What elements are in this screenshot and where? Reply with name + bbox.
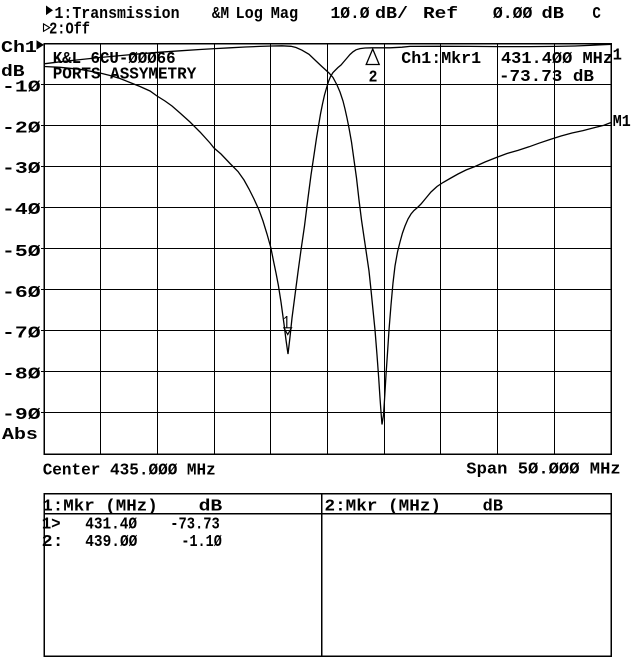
svg-text:1:Mkr (MHz): 1:Mkr (MHz) — [42, 497, 157, 516]
svg-text:-1.1Ø: -1.1Ø — [181, 532, 221, 551]
svg-text:-73.73: -73.73 — [170, 515, 220, 534]
svg-text:Mag: Mag — [271, 4, 298, 23]
svg-text:dB: dB — [1, 62, 25, 81]
svg-text:-5Ø: -5Ø — [2, 242, 41, 261]
svg-text:-4Ø: -4Ø — [2, 200, 41, 219]
svg-text:1:Transmission: 1:Transmission — [55, 4, 180, 23]
svg-text:Log: Log — [236, 4, 263, 23]
svg-text:-3Ø: -3Ø — [2, 159, 41, 178]
svg-text:&M: &M — [212, 4, 229, 23]
svg-text:1: 1 — [613, 45, 622, 64]
svg-text:dB: dB — [199, 497, 223, 516]
svg-text:dB/: dB/ — [375, 4, 408, 23]
svg-text:-73.73 dB: -73.73 dB — [499, 67, 594, 86]
svg-text:Ø.ØØ: Ø.ØØ — [493, 4, 532, 23]
svg-text:2:: 2: — [42, 532, 64, 551]
svg-text:-2Ø: -2Ø — [2, 118, 41, 137]
svg-text:C: C — [592, 4, 601, 23]
svg-text:M1: M1 — [613, 112, 631, 131]
svg-text:-6Ø: -6Ø — [2, 283, 41, 302]
svg-text:Ref: Ref — [423, 4, 458, 23]
svg-text:-8Ø: -8Ø — [2, 365, 41, 384]
svg-text:Center 435.ØØØ MHz: Center 435.ØØØ MHz — [43, 460, 216, 479]
svg-text:Abs: Abs — [2, 425, 38, 444]
svg-text:-9Ø: -9Ø — [2, 405, 41, 424]
svg-text:439.ØØ: 439.ØØ — [85, 532, 137, 551]
svg-text:431.4ØØ MHz: 431.4ØØ MHz — [501, 49, 613, 68]
svg-text:PORTS ASSYMETRY: PORTS ASSYMETRY — [53, 65, 197, 84]
svg-text:1>: 1> — [42, 515, 61, 534]
svg-text:431.4Ø: 431.4Ø — [85, 515, 137, 534]
svg-text:Ch1:Mkr1: Ch1:Mkr1 — [401, 49, 481, 68]
svg-text:-7Ø: -7Ø — [2, 324, 41, 343]
svg-text:dB: dB — [542, 4, 565, 23]
svg-text:dB: dB — [483, 497, 503, 516]
svg-text:Ch1: Ch1 — [1, 38, 37, 57]
svg-text:-1Ø: -1Ø — [2, 77, 41, 96]
svg-text:2:Mkr (MHz): 2:Mkr (MHz) — [325, 497, 442, 516]
svg-text:2:Off: 2:Off — [49, 20, 90, 39]
svg-text:Span 5Ø.ØØØ MHz: Span 5Ø.ØØØ MHz — [466, 460, 620, 479]
svg-text:1Ø.Ø: 1Ø.Ø — [331, 4, 370, 23]
svg-text:K&L 6CU-ØØØ66: K&L 6CU-ØØØ66 — [53, 49, 176, 68]
svg-text:2: 2 — [369, 67, 378, 86]
